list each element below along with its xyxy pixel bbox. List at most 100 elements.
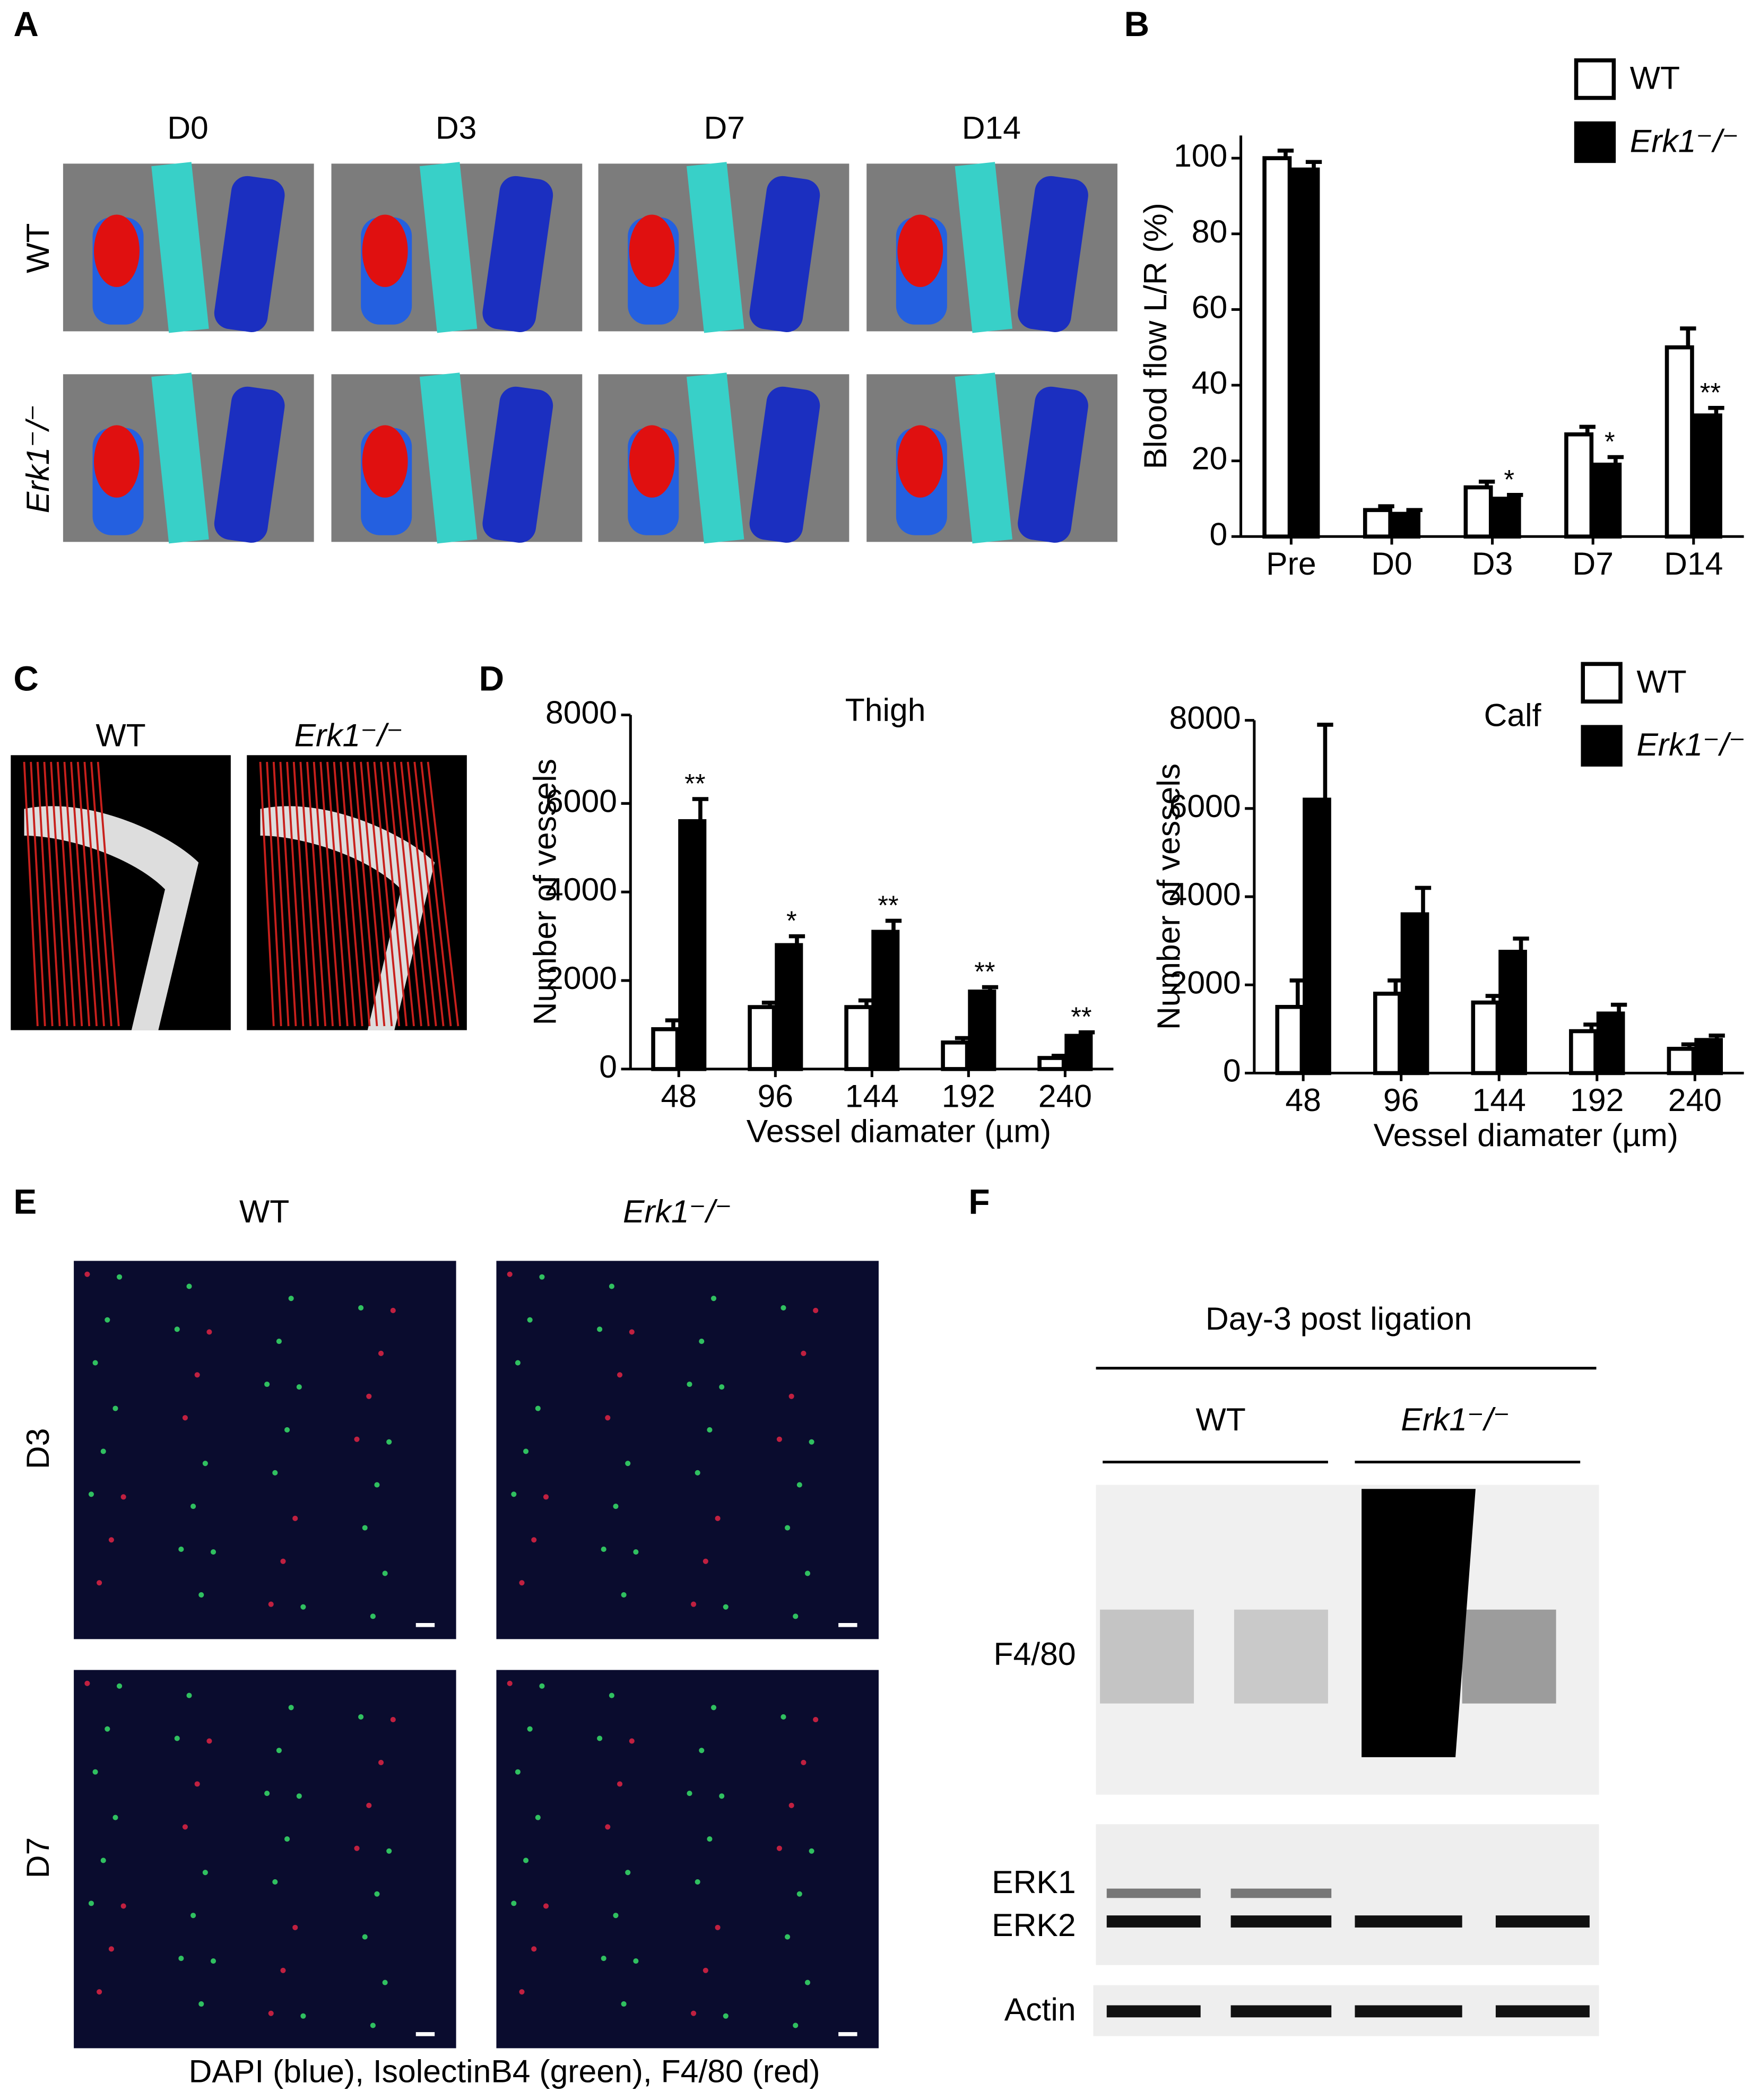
band (1234, 1609, 1328, 1704)
cell (543, 1903, 549, 1909)
column-label: D14 (962, 109, 1021, 145)
cell (206, 1329, 212, 1335)
y-axis-label: Number of vessels (527, 759, 563, 1025)
limb (686, 372, 744, 544)
x-tick-label: D0 (1371, 545, 1412, 582)
vessel (373, 761, 401, 1027)
band (1355, 1915, 1462, 1928)
vessel (97, 761, 120, 1027)
y-tick-label: 100 (1174, 137, 1227, 173)
band (1106, 1915, 1201, 1928)
bar (1471, 1000, 1500, 1075)
legend-swatch (1574, 121, 1616, 163)
cell (535, 1815, 541, 1820)
limb (686, 162, 744, 333)
bar (1564, 432, 1594, 539)
x-tick-label: 192 (942, 1078, 995, 1114)
cell (97, 1580, 102, 1586)
cell (723, 2013, 729, 2019)
cell (186, 1283, 192, 1289)
cell (785, 1934, 791, 1940)
group-label: Erk1⁻/⁻ (1401, 1401, 1510, 1437)
legend-label: WT (1630, 60, 1680, 96)
scale-bar (838, 1623, 857, 1627)
cell (182, 1824, 188, 1830)
limb (955, 162, 1013, 333)
cell (699, 1339, 705, 1344)
y-axis-label: Blood flow L/R (%) (1137, 203, 1173, 469)
cell (284, 1836, 290, 1842)
error-bar (1378, 504, 1394, 510)
bar (1275, 1005, 1304, 1075)
bone (24, 806, 199, 1030)
error-bar (1305, 160, 1322, 170)
band-label: ERK2 (992, 1907, 1076, 1943)
cell (374, 1891, 380, 1897)
cell (117, 1274, 123, 1280)
cell (793, 2023, 799, 2028)
bar (1064, 1034, 1093, 1071)
error-bar (1478, 480, 1495, 488)
significance: * (1504, 464, 1514, 494)
cell (625, 1461, 631, 1466)
limb (955, 372, 1013, 544)
cell (84, 1271, 90, 1277)
panel-label: D (479, 659, 504, 698)
cell (198, 1592, 204, 1598)
cell (601, 1546, 606, 1552)
band (1230, 1888, 1332, 1898)
limb (214, 386, 285, 543)
vessel (366, 761, 393, 1027)
cell (788, 1393, 794, 1399)
vessel (259, 761, 275, 1027)
bar (651, 1027, 680, 1071)
vessel (319, 761, 341, 1027)
cell (374, 1482, 380, 1488)
cell (531, 1537, 537, 1543)
band (1106, 1888, 1201, 1898)
x-tick-label: D7 (1572, 545, 1614, 582)
cell (120, 1903, 126, 1909)
cell (112, 1815, 118, 1820)
cell (535, 1405, 541, 1411)
cell (781, 1305, 786, 1311)
cell (609, 1693, 614, 1698)
x-tick-label: 96 (1383, 1082, 1419, 1118)
legend-label: WT (1636, 663, 1686, 699)
error-bar (885, 918, 902, 932)
cell (358, 1714, 364, 1720)
legend-swatch (1581, 662, 1623, 704)
cell (531, 1946, 537, 1952)
error-bar (1277, 149, 1294, 159)
cell (178, 1955, 184, 1962)
significance: ** (878, 890, 898, 920)
cell (190, 1913, 196, 1919)
limb (1018, 386, 1088, 543)
x-tick-label: 48 (661, 1078, 697, 1114)
limb (482, 386, 553, 543)
cell (621, 2001, 627, 2007)
band (1355, 2005, 1462, 2018)
vessel (266, 761, 282, 1027)
cell (519, 1580, 525, 1586)
x-tick-label: 96 (758, 1078, 793, 1114)
cell (707, 1427, 713, 1433)
cell (507, 1680, 513, 1686)
panel-label: C (13, 659, 38, 698)
cell (268, 2010, 274, 2016)
cell (809, 1848, 814, 1854)
y-tick-label: 20 (1192, 440, 1227, 476)
vessel (83, 761, 105, 1027)
cell (707, 1836, 713, 1842)
cell (519, 1989, 525, 1995)
cell (613, 1913, 619, 1919)
cell (198, 2001, 204, 2007)
cell (292, 1515, 298, 1521)
cell (617, 1781, 623, 1787)
significance: * (786, 906, 797, 936)
x-tick-label: 144 (1472, 1082, 1526, 1118)
error-bar (1680, 326, 1696, 348)
y-tick-label: 0 (1210, 516, 1228, 552)
limb (897, 425, 943, 498)
